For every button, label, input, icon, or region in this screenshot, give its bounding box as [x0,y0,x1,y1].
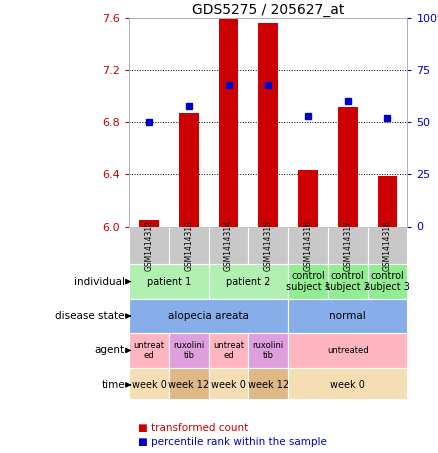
Text: week 12: week 12 [248,380,289,390]
Text: untreat
ed: untreat ed [134,341,165,360]
Bar [208,333,248,368]
Text: ruxolini
tib: ruxolini tib [253,341,284,360]
Text: control
subject 1: control subject 1 [286,271,330,292]
Bar [288,265,328,299]
Bar [139,220,159,226]
Text: GSM1414313: GSM1414313 [184,220,193,271]
Bar [328,226,367,265]
Text: time: time [101,380,125,390]
Bar [288,333,407,368]
Text: disease state: disease state [55,311,125,321]
Text: GSM1414317: GSM1414317 [343,220,352,271]
Text: GSM1414312: GSM1414312 [145,220,154,271]
Text: GSM1414314: GSM1414314 [224,220,233,271]
Bar [129,368,169,402]
Text: ■ percentile rank within the sample: ■ percentile rank within the sample [138,437,327,447]
Text: GSM1414316: GSM1414316 [304,220,312,271]
Text: alopecia areata: alopecia areata [168,311,249,321]
Bar [219,19,238,226]
Bar [129,299,288,333]
Bar [258,24,278,226]
Text: week 0: week 0 [132,380,166,390]
Text: week 12: week 12 [168,380,209,390]
Bar [338,107,358,226]
Text: agent: agent [95,346,125,356]
Bar [129,226,169,265]
Bar [169,226,208,265]
Text: week 0: week 0 [330,380,365,390]
Text: individual: individual [74,277,125,287]
Bar [248,333,288,368]
Bar [288,226,328,265]
Bar [298,170,318,226]
Text: patient 1: patient 1 [147,277,191,287]
Bar [328,265,367,299]
Text: GSM1414315: GSM1414315 [264,220,273,271]
Text: ■ transformed count: ■ transformed count [138,423,248,433]
Text: ruxolini
tib: ruxolini tib [173,341,205,360]
Text: GSM1414318: GSM1414318 [383,220,392,271]
Bar [378,176,397,226]
Title: GDS5275 / 205627_at: GDS5275 / 205627_at [192,3,344,17]
Text: normal: normal [329,311,366,321]
Bar [208,368,248,402]
Text: week 0: week 0 [211,380,246,390]
Text: control
subject 3: control subject 3 [365,271,410,292]
Bar [288,368,407,402]
Text: untreated: untreated [327,346,368,355]
Text: untreat
ed: untreat ed [213,341,244,360]
Bar [248,368,288,402]
Bar [208,265,288,299]
Bar [288,299,407,333]
Bar [367,226,407,265]
Text: patient 2: patient 2 [226,277,271,287]
Bar [129,265,208,299]
Bar [169,333,208,368]
Text: control
subject 2: control subject 2 [325,271,370,292]
Bar [248,226,288,265]
Bar [129,333,169,368]
Bar [367,265,407,299]
Bar [208,226,248,265]
Bar [179,113,199,226]
Bar [169,368,208,402]
